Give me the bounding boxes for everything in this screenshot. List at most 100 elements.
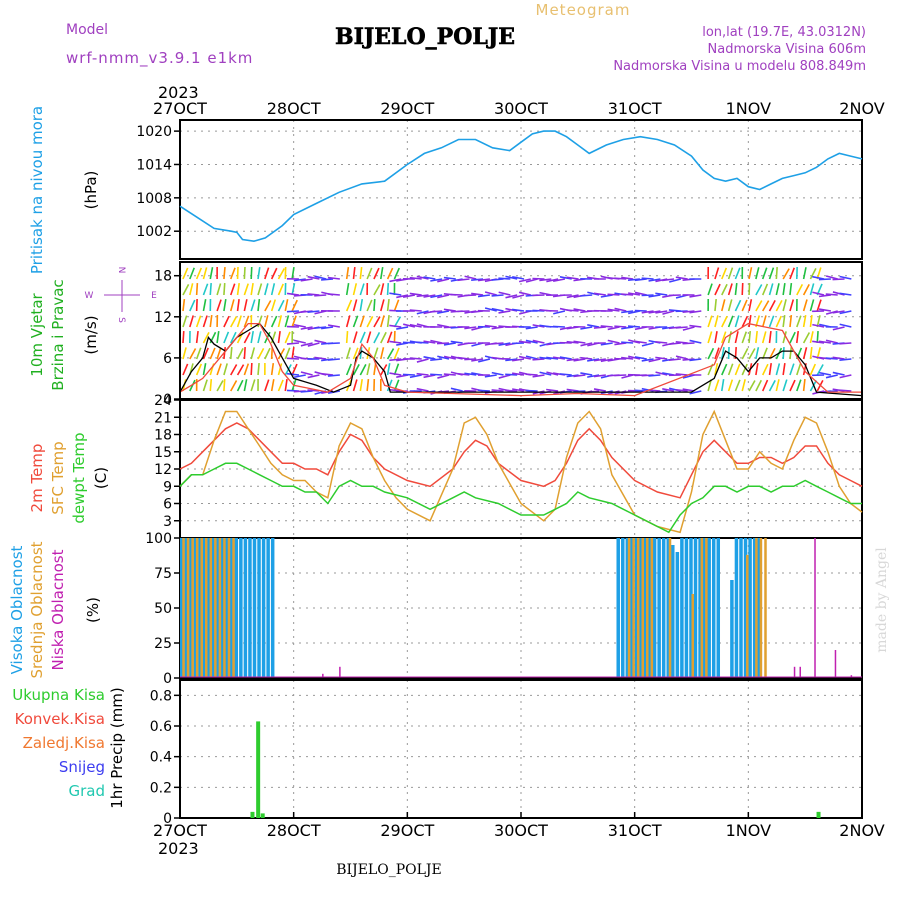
wind-arrow	[546, 356, 559, 360]
high-cloud-bar	[198, 538, 202, 677]
wind-arrow	[216, 283, 222, 296]
wind-arrow	[409, 357, 422, 360]
wind-arrow	[818, 294, 831, 298]
wind-arrow	[202, 283, 209, 296]
y-tick-label: 18	[154, 269, 172, 285]
wind-arrow	[539, 278, 552, 282]
high-cloud-bar	[752, 538, 757, 677]
wind-arrow	[768, 267, 775, 280]
wind-arrow	[768, 315, 775, 328]
y-tick-label: 6	[163, 351, 172, 367]
wind-arrow	[491, 389, 504, 392]
wind-arrow	[373, 331, 381, 344]
high-cloud-bar	[684, 538, 689, 677]
wind-arrow	[352, 379, 358, 392]
wind-arrow	[655, 310, 668, 314]
wind-arrow	[423, 276, 436, 280]
wind-arrow	[621, 310, 634, 314]
wind-arrow	[359, 315, 365, 328]
wind-arrow	[409, 374, 422, 379]
wind-arrow	[327, 324, 340, 328]
wind-arrow	[393, 267, 400, 280]
wind-arrow	[782, 331, 787, 344]
wind-arrow	[748, 315, 752, 328]
dewpt-axis-label: dewpt Temp	[70, 432, 88, 523]
wind-arrow	[818, 308, 832, 312]
wind-arrow	[682, 310, 695, 313]
wind-arrow	[755, 347, 760, 360]
wind-arrow	[291, 347, 295, 360]
wind-arrow	[580, 294, 593, 297]
wind-arrow	[402, 373, 415, 376]
wind-arrow	[307, 389, 320, 392]
mid-cloud-bar	[759, 538, 763, 677]
wind-arrow	[471, 358, 484, 362]
wind-arrow	[286, 342, 300, 345]
low-cloud-bar	[793, 666, 796, 677]
wind-arrow	[789, 282, 793, 296]
wind-arrow	[293, 374, 306, 379]
wind-arrow	[257, 348, 265, 360]
wind-arrow	[230, 331, 237, 344]
wind-arrow	[593, 358, 606, 362]
wind-arrow	[416, 341, 429, 344]
high-cloud-bar	[189, 538, 193, 677]
wind-arrow	[789, 331, 796, 344]
wind-arrow	[293, 323, 306, 328]
wind-arrow	[512, 358, 525, 362]
wind-arrow	[682, 388, 695, 392]
wind-arrow	[209, 314, 213, 328]
wind-arrow	[209, 378, 213, 392]
high-cloud-bar	[243, 538, 248, 677]
high-cloud-bar	[621, 538, 625, 677]
wind-arrow	[675, 276, 688, 280]
high-cloud-axis-label: Visoka Oblacnost	[8, 545, 26, 674]
wind-arrow	[648, 310, 661, 314]
wind-arrow	[587, 358, 600, 362]
high-cloud-bar	[202, 538, 207, 677]
wind-arrow	[768, 300, 776, 312]
y-tick-label: 12	[154, 310, 172, 326]
y-tick-label: 0.2	[150, 780, 172, 796]
wind-arrow	[352, 331, 358, 344]
wind-arrow	[443, 355, 456, 360]
low-cloud-bar	[850, 675, 853, 677]
wind-arrow	[195, 347, 202, 360]
y-tick-label: 0	[163, 392, 172, 408]
wind-arrow	[243, 266, 246, 280]
wind-arrow	[593, 292, 606, 296]
y-tick-label: 0.8	[150, 688, 172, 704]
wind-arrow	[498, 374, 511, 379]
wind-arrow	[825, 374, 838, 379]
wind-arrow	[662, 387, 675, 392]
precip-bar	[816, 811, 821, 818]
wind-arrow	[327, 276, 340, 280]
high-cloud-bar	[666, 538, 670, 677]
wind-arrow	[236, 315, 242, 328]
wind-arrow	[202, 347, 209, 360]
high-cloud-bar	[211, 538, 216, 677]
wind-arrow	[284, 331, 291, 344]
wind-arrow	[437, 278, 450, 283]
y-tick-label: 0	[163, 811, 172, 827]
wind-arrow	[741, 347, 749, 360]
wind-arrow	[714, 331, 718, 344]
credit-label: made by Angel	[874, 547, 890, 653]
wind-arrow	[832, 310, 845, 314]
wind-arrow	[734, 282, 738, 296]
wind-arrow	[416, 275, 429, 280]
wind-arrow	[189, 299, 196, 312]
wind-arrow	[755, 330, 758, 344]
wind-arrow	[802, 378, 806, 392]
wind-arrow	[229, 267, 236, 280]
wind-arrow	[825, 293, 838, 296]
wind-arrow	[307, 342, 320, 347]
wind-arrow	[741, 299, 748, 312]
wind-arrow	[546, 278, 559, 283]
wind-arrow	[416, 372, 429, 376]
y-tick-label: 12	[154, 462, 172, 478]
wind-arrow	[796, 379, 802, 392]
wind-arrow	[809, 331, 814, 344]
wind-arrow	[634, 389, 647, 392]
